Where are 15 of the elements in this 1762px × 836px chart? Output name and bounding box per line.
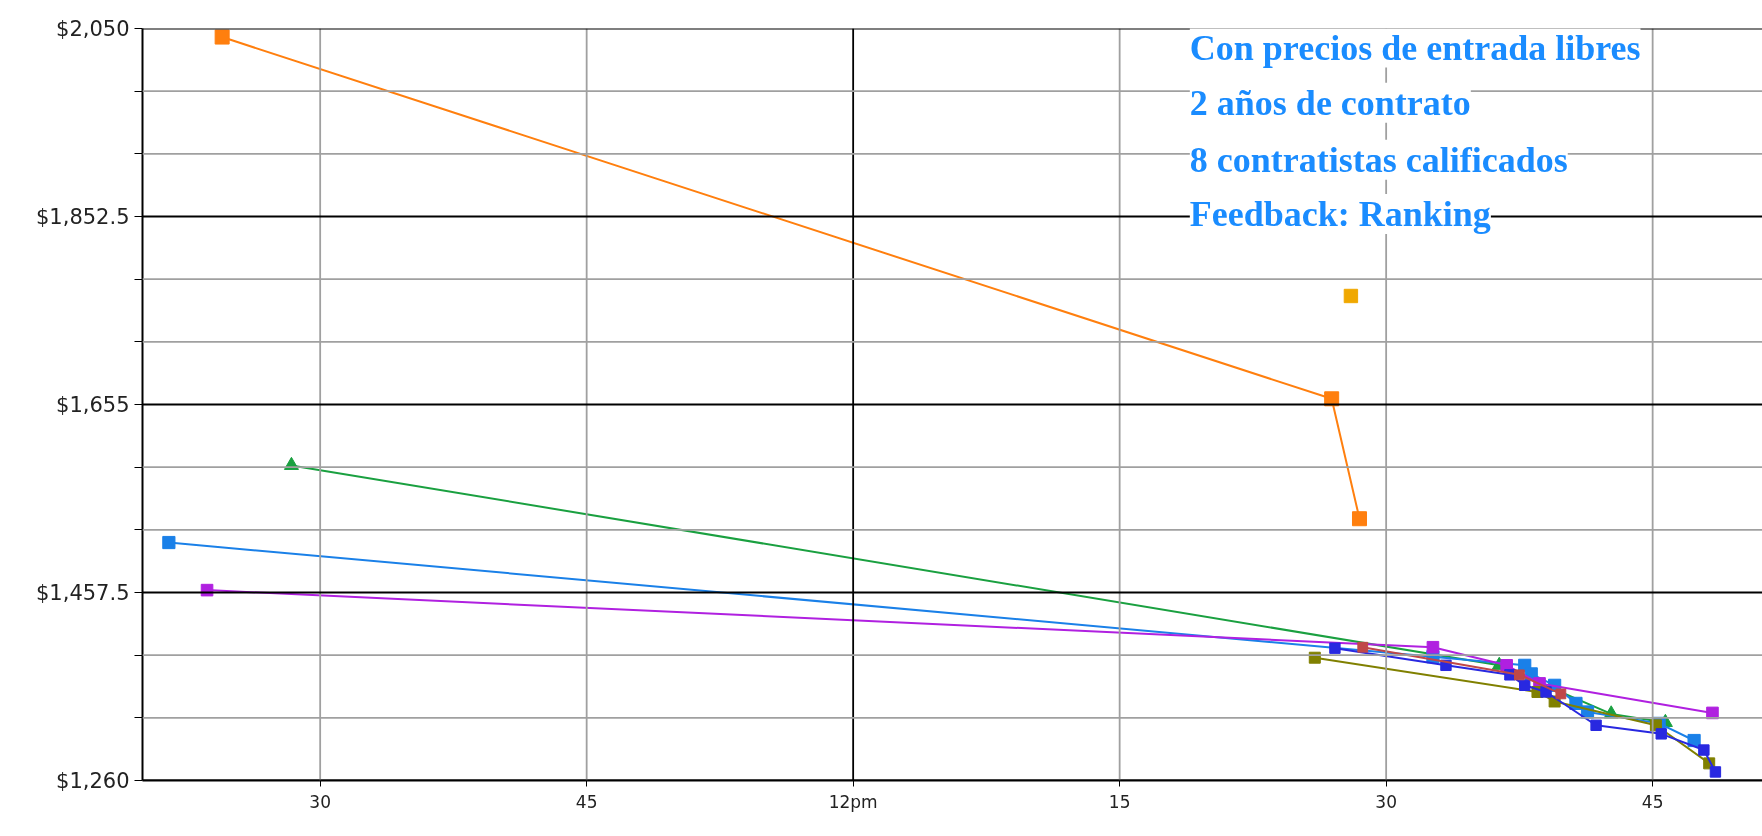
x-tick-label: 15: [1108, 791, 1131, 812]
y-tick-label: $2,050: [56, 16, 130, 41]
annotation: Con precios de entrada libres: [1189, 27, 1641, 68]
annotation: 8 contratistas calificados: [1189, 139, 1568, 180]
annotation: Feedback: Ranking: [1189, 194, 1491, 235]
x-tick-label: 45: [575, 791, 598, 812]
x-tick-label: 30: [309, 791, 331, 812]
annotation: 2 años de contrato: [1189, 82, 1471, 123]
y-tick-label: $1,655: [56, 392, 130, 417]
y-tick-label: $1,260: [56, 768, 130, 793]
y-tick-label: $1,852.5: [35, 204, 130, 229]
x-tick-label: 45: [1641, 791, 1664, 812]
y-tick-label: $1,457.5: [35, 580, 130, 605]
x-tick-label: 12pm: [828, 791, 878, 812]
x-tick-label: 30: [1375, 791, 1397, 812]
